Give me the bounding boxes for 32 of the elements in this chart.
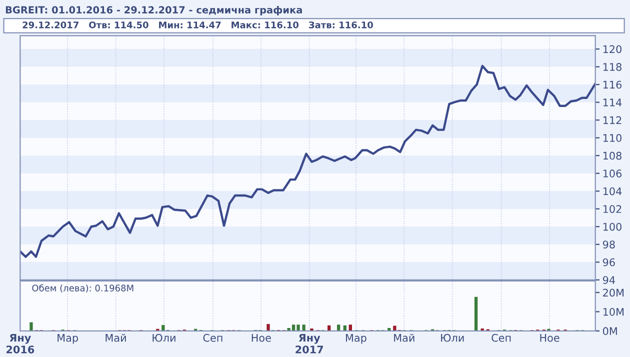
y-tick-label: 94 — [602, 276, 615, 284]
y-tick-label: 116 — [603, 80, 622, 89]
x-tick-label: Мар — [346, 334, 366, 344]
y-tick-label: 100 — [603, 222, 622, 231]
y-tick-label: 0M — [602, 327, 617, 336]
annotation: Обем (лева): 0.1968M — [32, 284, 134, 293]
chart-title: BGREIT: 01.01.2016 - 29.12.2017 - седмична графика — [6, 6, 302, 16]
y-tick-label: 108 — [603, 152, 622, 160]
x-tick-label: Яну 2016 — [6, 334, 34, 354]
y-tick-label: 112 — [603, 116, 622, 124]
chart-subtitle: 29.12.2017 Отв: 114.50 Мин: 114.47 Макс: 116.10 Затв: 116.10 — [22, 21, 373, 28]
x-tick-label: Ное — [252, 334, 271, 342]
x-tick-label: Мар — [58, 334, 78, 344]
y-tick-label: 120 — [603, 45, 622, 54]
y-tick-label: 102 — [603, 205, 622, 213]
y-tick-label: 114 — [603, 98, 622, 106]
y-tick-label: 106 — [603, 170, 622, 178]
y-tick-label: 10M — [603, 308, 624, 316]
x-tick-label: Юли — [441, 334, 464, 342]
y-tick-label: 20M — [603, 288, 624, 297]
x-tick-label: Юли — [152, 334, 176, 342]
x-tick-label: Сеп — [203, 334, 222, 342]
y-tick-label: 110 — [603, 134, 622, 142]
y-tick-label: 118 — [603, 63, 622, 71]
y-tick-label: 98 — [602, 240, 615, 248]
x-tick-label: Сеп — [492, 334, 511, 342]
x-tick-label: Яну 2017 — [296, 334, 324, 354]
y-tick-label: 96 — [602, 258, 615, 266]
x-tick-label: Май — [394, 334, 414, 342]
x-tick-label: Май — [106, 334, 126, 342]
y-tick-label: 104 — [603, 187, 622, 196]
x-tick-label: Ное — [540, 334, 560, 342]
